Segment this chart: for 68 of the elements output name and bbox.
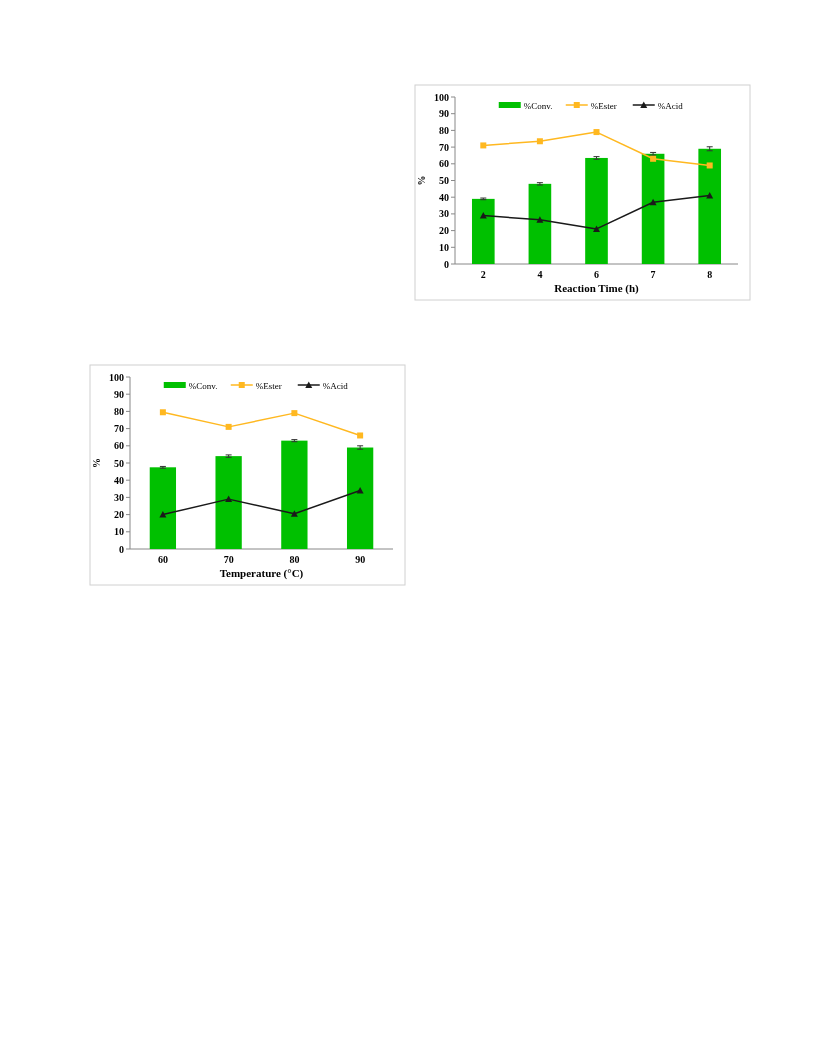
point: [706, 192, 714, 199]
point: [593, 225, 600, 232]
y-tick-label: 50: [114, 457, 124, 469]
x-tick-label: 7: [650, 269, 656, 280]
legend-label: %Conv.: [523, 100, 553, 111]
y-tick-label: 70: [439, 141, 449, 153]
legend-label: %Ester: [590, 100, 617, 111]
x-tick-label: 60: [157, 554, 168, 565]
bar: [346, 447, 374, 549]
y-tick-label: 80: [439, 124, 449, 136]
point: [225, 423, 232, 430]
point: [479, 212, 487, 219]
point: [536, 138, 543, 145]
bar: [281, 440, 308, 549]
y-tick-label: 0: [444, 258, 449, 270]
y-tick-label: 90: [439, 108, 449, 120]
x-tick-label: 4: [537, 269, 543, 280]
point: [291, 410, 298, 417]
point: [159, 409, 166, 416]
y-tick-label: 0: [119, 543, 124, 555]
y-tick-label: 30: [114, 491, 124, 503]
y-tick-label: 90: [114, 388, 124, 400]
legend-label: %Conv.: [188, 380, 218, 391]
y-tick-label: 40: [114, 474, 124, 486]
bar: [698, 148, 722, 264]
y-tick-label: 60: [439, 158, 449, 170]
y-axis-title: %: [416, 175, 427, 186]
bar: [641, 153, 665, 264]
bar: [149, 467, 177, 549]
y-tick-label: 10: [439, 241, 449, 253]
point: [593, 129, 600, 136]
x-tick-label: 80: [289, 554, 300, 565]
legend-label: %Acid: [322, 380, 349, 391]
x-axis-title: Temperature (°C): [219, 567, 304, 580]
x-tick-label: 8: [707, 269, 713, 280]
point: [356, 487, 364, 494]
y-tick-label: 100: [109, 371, 124, 383]
y-tick-label: 60: [114, 440, 124, 452]
point: [650, 155, 657, 162]
y-tick-label: 20: [114, 509, 124, 521]
point: [536, 216, 544, 223]
point: [357, 432, 364, 439]
x-tick-label: 70: [223, 554, 234, 565]
y-tick-label: 30: [439, 208, 449, 220]
x-axis-title: Reaction Time (h): [554, 282, 640, 295]
bar: [528, 183, 552, 264]
y-tick-label: 40: [439, 191, 449, 203]
x-tick-label: 6: [594, 269, 599, 280]
x-tick-label: 90: [355, 554, 366, 565]
bar: [215, 456, 242, 549]
legend-label: %Acid: [657, 100, 684, 111]
y-tick-label: 10: [114, 526, 124, 538]
point: [706, 162, 713, 169]
point: [480, 142, 487, 149]
y-tick-label: 50: [439, 175, 449, 186]
bar: [471, 198, 495, 264]
point: [225, 495, 233, 503]
x-tick-label: 2: [480, 269, 486, 280]
point: [290, 510, 298, 517]
point: [159, 511, 167, 518]
y-tick-label: 70: [114, 423, 124, 435]
y-axis-title: %: [91, 458, 102, 468]
y-tick-label: 80: [114, 405, 124, 417]
legend-label: %Ester: [255, 380, 282, 391]
bar: [585, 157, 608, 264]
point: [649, 198, 657, 206]
y-tick-label: 20: [439, 225, 449, 237]
y-tick-label: 100: [434, 91, 449, 103]
